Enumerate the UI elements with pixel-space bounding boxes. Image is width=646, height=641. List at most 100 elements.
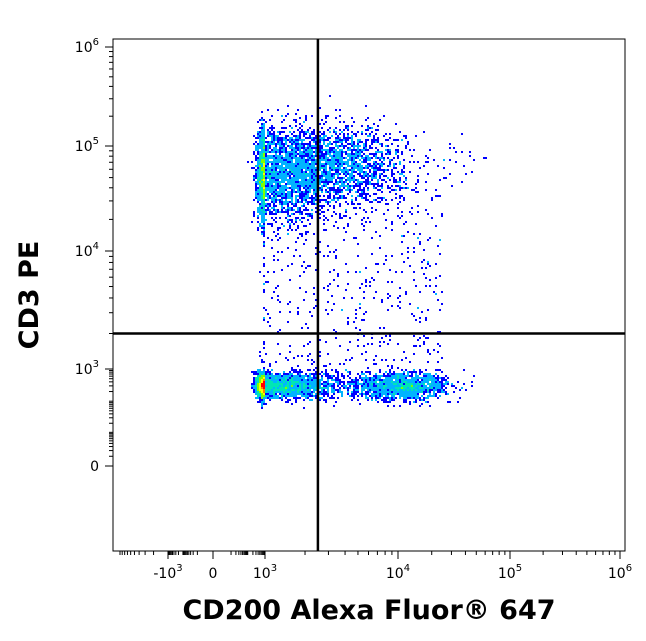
event-dot <box>363 373 365 375</box>
event-dot <box>413 315 415 317</box>
event-dot <box>265 209 267 211</box>
event-dot <box>307 389 309 391</box>
event-dot <box>277 377 279 379</box>
event-dot <box>257 199 259 201</box>
event-dot <box>261 129 263 131</box>
event-dot <box>275 187 277 189</box>
event-dot <box>281 141 283 143</box>
event-dot <box>345 231 347 233</box>
event-dot <box>351 143 353 145</box>
event-dot <box>395 197 397 199</box>
event-dot <box>393 389 395 391</box>
event-dot <box>281 375 283 377</box>
event-dot <box>259 383 261 385</box>
event-dot <box>311 209 313 211</box>
event-dot <box>263 307 265 309</box>
event-dot <box>299 213 301 215</box>
event-dot <box>437 379 439 381</box>
event-dot <box>295 191 297 193</box>
event-dot <box>345 137 347 139</box>
event-dot <box>353 321 355 323</box>
event-dot <box>305 191 307 193</box>
event-dot <box>299 211 301 213</box>
event-dot <box>357 339 359 341</box>
event-dot <box>293 205 295 207</box>
event-dot <box>275 201 277 203</box>
event-dot <box>387 377 389 379</box>
event-dot <box>269 189 271 191</box>
event-dot <box>367 399 369 401</box>
event-dot <box>259 211 261 213</box>
event-dot <box>287 145 289 147</box>
event-dot <box>349 175 351 177</box>
event-dot <box>301 233 303 235</box>
event-dot <box>307 165 309 167</box>
event-dot <box>287 151 289 153</box>
event-dot <box>429 387 431 389</box>
event-dot <box>337 197 339 199</box>
event-dot <box>297 167 299 169</box>
event-dot <box>349 377 351 379</box>
event-dot <box>343 135 345 137</box>
event-dot <box>311 391 313 393</box>
event-dot <box>441 387 443 389</box>
event-dot <box>295 241 297 243</box>
event-dot <box>305 393 307 395</box>
event-dot <box>397 155 399 157</box>
event-dot <box>365 381 367 383</box>
event-dot <box>341 169 343 171</box>
event-dot <box>309 153 311 155</box>
event-dot <box>293 357 295 359</box>
event-dot <box>295 219 297 221</box>
event-dot <box>417 389 419 391</box>
event-dot <box>353 155 355 157</box>
event-dot <box>263 179 265 181</box>
event-dot <box>283 137 285 139</box>
event-dot <box>277 397 279 399</box>
event-dot <box>305 137 307 139</box>
event-dot <box>257 381 259 383</box>
event-dot <box>365 119 367 121</box>
event-dot <box>325 153 327 155</box>
event-dot <box>267 169 269 171</box>
event-dot <box>379 173 381 175</box>
event-dot <box>257 169 259 171</box>
event-dot <box>277 183 279 185</box>
event-dot <box>361 177 363 179</box>
event-dot <box>369 377 371 379</box>
event-dot <box>285 177 287 179</box>
event-dot <box>343 133 345 135</box>
event-dot <box>321 145 323 147</box>
event-dot <box>315 143 317 145</box>
event-dot <box>289 215 291 217</box>
event-dot <box>291 161 293 163</box>
event-dot <box>431 217 433 219</box>
event-dot <box>369 159 371 161</box>
event-dot <box>391 365 393 367</box>
event-dot <box>273 177 275 179</box>
event-dot <box>379 189 381 191</box>
event-dot <box>269 173 271 175</box>
event-dot <box>333 379 335 381</box>
event-dot <box>427 377 429 379</box>
event-dot <box>365 181 367 183</box>
event-dot <box>333 177 335 179</box>
event-dot <box>263 383 265 385</box>
event-dot <box>429 237 431 239</box>
event-dot <box>263 161 265 163</box>
event-dot <box>293 187 295 189</box>
event-dot <box>371 383 373 385</box>
event-dot <box>279 383 281 385</box>
event-dot <box>273 147 275 149</box>
event-dot <box>393 181 395 183</box>
event-dot <box>269 377 271 379</box>
event-dot <box>277 195 279 197</box>
event-dot <box>441 391 443 393</box>
event-dot <box>459 389 461 391</box>
event-dot <box>391 305 393 307</box>
event-dot <box>417 211 419 213</box>
event-dot <box>375 389 377 391</box>
event-dot <box>319 383 321 385</box>
event-dot <box>265 395 267 397</box>
event-dot <box>257 133 259 135</box>
